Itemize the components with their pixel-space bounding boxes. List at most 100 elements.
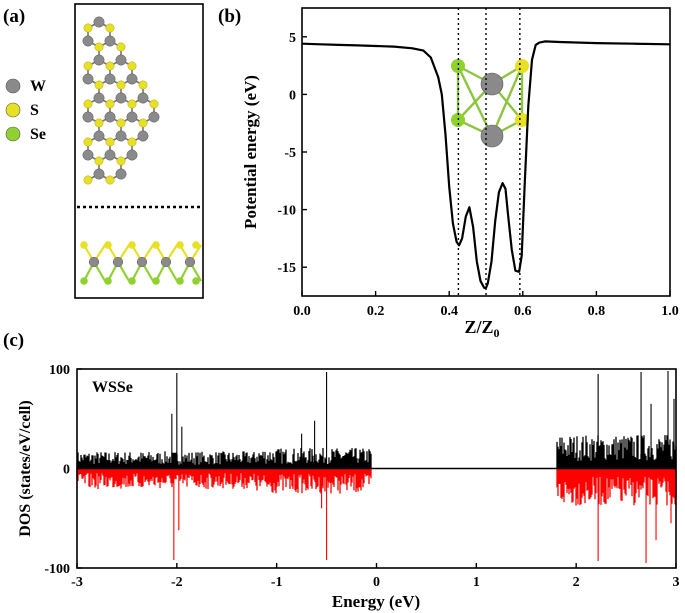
potential-curve	[301, 40, 671, 289]
w-atom	[115, 168, 127, 180]
y-tick-label: -5	[284, 146, 296, 161]
s-atom-side	[176, 241, 184, 249]
x-tick-label: 0.0	[293, 304, 311, 319]
s-atom	[138, 80, 148, 90]
s-atom	[149, 99, 159, 109]
x-tick-label: 1.0	[661, 304, 679, 319]
x-tick-label: -2	[171, 575, 183, 590]
s-atom	[127, 99, 137, 109]
w-atom	[93, 16, 105, 28]
s-atom-side	[128, 241, 136, 249]
w-atom	[93, 54, 105, 66]
s-atom	[83, 137, 93, 147]
inset-bond	[490, 65, 524, 137]
s-atom	[105, 99, 115, 109]
w-atom	[93, 168, 105, 180]
s-atom	[138, 118, 148, 128]
x-tick-label: 1	[473, 575, 480, 590]
y-tick-label: 0	[63, 463, 70, 478]
s-atom	[83, 23, 93, 33]
dos-spin-up	[76, 370, 677, 469]
legend-marker-w	[5, 78, 21, 94]
w-atom	[93, 130, 105, 142]
inset-s-atom	[515, 59, 529, 73]
s-atom	[94, 156, 104, 166]
y-axis-label: Potential energy (eV)	[241, 75, 260, 229]
w-atom	[137, 92, 149, 104]
inset-w-atom	[480, 72, 504, 96]
potential-energy-chart: 0.0 0.2 0.4 0.6 0.8 1.0 5 0 -5 -10 -15 Z/Z0 Potentia…	[241, 7, 679, 340]
w-atom	[104, 111, 116, 123]
inset-se-atom	[451, 59, 465, 73]
w-atom	[82, 73, 94, 85]
x-tick-label: 0.2	[367, 304, 385, 319]
y-tick-label: 100	[49, 363, 70, 378]
s-atom-side	[80, 241, 88, 249]
panel-b-label: (b)	[218, 6, 241, 27]
structure-frame	[74, 3, 204, 299]
s-atom	[127, 61, 137, 71]
dos-fill-up	[76, 435, 677, 469]
x-tick-label: 3	[673, 575, 680, 590]
y-axis-label: DOS (states/eV/cell)	[17, 400, 34, 536]
w-atom	[104, 35, 116, 47]
w-atom-side	[136, 256, 148, 268]
inset-molecule	[451, 59, 529, 148]
s-atom	[83, 61, 93, 71]
s-atom	[94, 118, 104, 128]
inset-w-atom	[480, 124, 504, 148]
s-atom-side	[152, 241, 160, 249]
x-tick-label: 0	[373, 575, 380, 590]
atoms	[80, 16, 200, 285]
w-atom	[104, 149, 116, 161]
panel-a-label: (a)	[3, 6, 25, 27]
se-atom-side	[80, 277, 88, 285]
s-atom	[105, 61, 115, 71]
w-atom	[82, 149, 94, 161]
w-atom	[115, 92, 127, 104]
w-atom-side	[112, 256, 124, 268]
w-atom	[126, 149, 138, 161]
se-atom-side	[128, 277, 136, 285]
s-atom	[105, 137, 115, 147]
w-atom	[126, 111, 138, 123]
s-atom	[116, 80, 126, 90]
w-atom-side	[184, 256, 196, 268]
s-atom	[94, 42, 104, 52]
se-atom-side	[152, 277, 160, 285]
x-tick-label: -3	[71, 575, 83, 590]
x-axis-label-subscript: 0	[494, 326, 500, 340]
y-tick-label: 5	[289, 31, 296, 46]
dos-spin-down	[76, 468, 677, 564]
w-atom	[82, 111, 94, 123]
s-atom-side	[192, 241, 200, 249]
s-atom	[94, 80, 104, 90]
y-tick-label: -10	[277, 204, 296, 219]
s-atom	[127, 137, 137, 147]
x-axis-label: Energy (eV)	[332, 592, 420, 611]
plot-frame-b	[301, 7, 671, 297]
w-atom	[148, 111, 160, 123]
legend-marker-se	[5, 126, 21, 142]
w-atom	[137, 130, 149, 142]
x-tick-label: 0.4	[440, 304, 458, 319]
x-axis-label: Z/Z0	[464, 317, 499, 340]
legend-marker-s	[5, 102, 21, 118]
s-atom	[116, 118, 126, 128]
w-atom	[104, 73, 116, 85]
atom-legend: WS Se	[5, 78, 46, 143]
w-atom	[93, 92, 105, 104]
se-atom-side	[176, 277, 184, 285]
dos-annotation: WSSe	[92, 379, 133, 396]
x-tick-label: 2	[573, 575, 580, 590]
s-atom	[116, 156, 126, 166]
se-atom-side	[192, 277, 200, 285]
s-atom	[83, 99, 93, 109]
panel-c-label: (c)	[3, 330, 24, 351]
se-atom-side	[104, 277, 112, 285]
w-atom	[115, 130, 127, 142]
inset-s-atom	[515, 113, 529, 127]
s-atom	[105, 23, 115, 33]
w-atom-side	[88, 256, 100, 268]
